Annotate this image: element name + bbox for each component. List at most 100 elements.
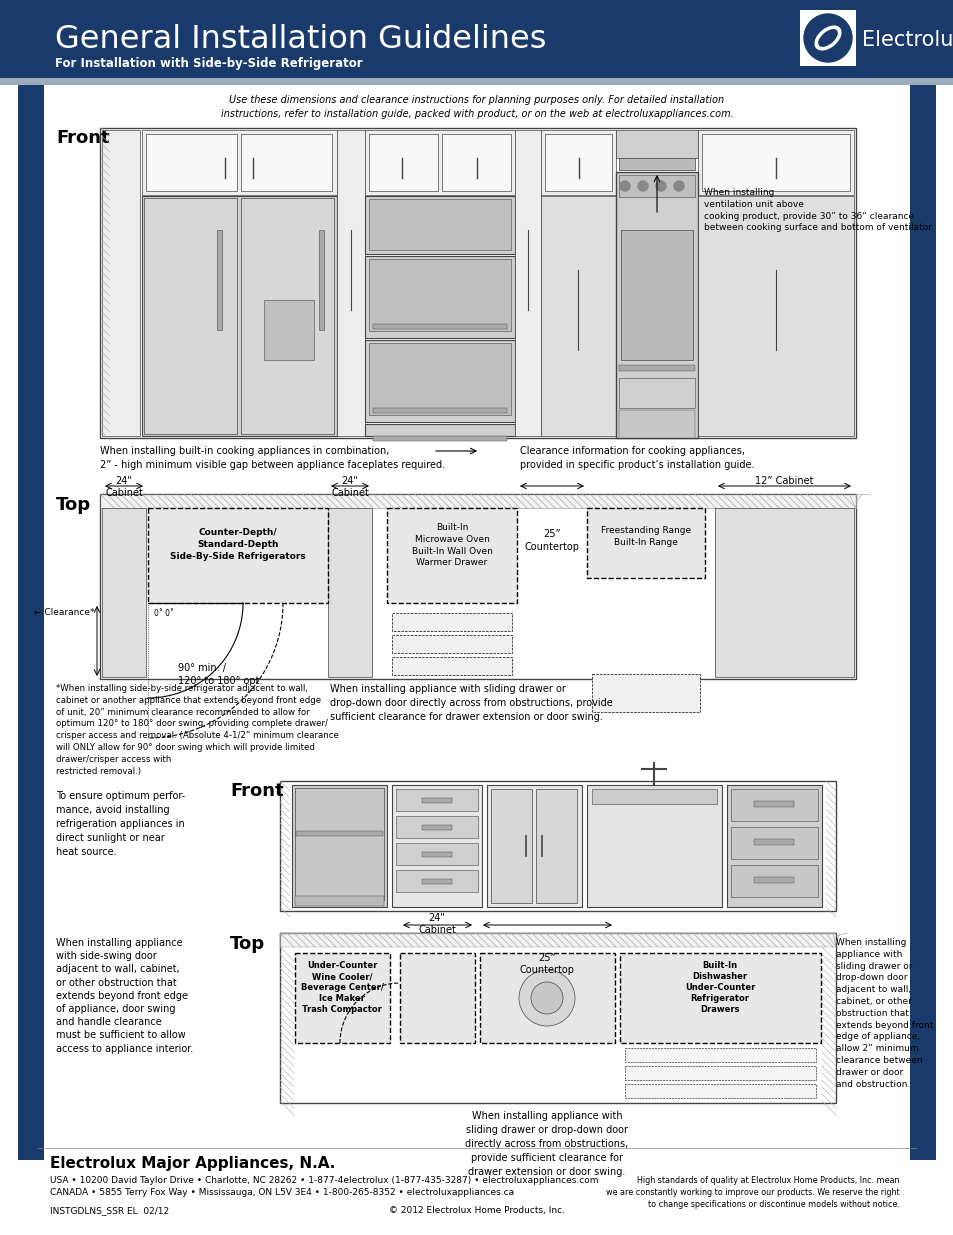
Bar [280,932,835,947]
Circle shape [656,182,665,191]
Bar [336,130,365,436]
Bar [421,852,452,857]
Text: High standards of quality at Electrolux Home Products, Inc. mean
we are constant: High standards of quality at Electrolux … [606,1176,899,1209]
Bar [618,158,695,170]
Bar [515,130,540,436]
Bar [753,877,793,883]
Text: When installing
appliance with
sliding drawer or
drop-down door
adjacent to wall: When installing appliance with sliding d… [835,939,932,1088]
Bar [619,953,821,1044]
Bar [365,340,515,422]
Bar [395,869,477,892]
Bar [392,613,512,631]
Bar [618,175,695,198]
Bar [399,953,475,1044]
Bar [328,508,372,677]
Bar [714,508,853,677]
Bar [395,789,477,811]
Bar [44,85,909,1160]
Bar [369,343,511,415]
Bar [592,674,700,713]
Bar [294,788,384,900]
Bar [100,494,855,679]
Bar [421,879,452,884]
Text: 24"
Cabinet: 24" Cabinet [331,475,369,499]
Bar [586,508,704,578]
Bar [318,230,324,330]
Bar [586,785,721,906]
Bar [365,130,515,195]
Text: © 2012 Electrolux Home Products, Inc.: © 2012 Electrolux Home Products, Inc. [389,1207,564,1215]
Bar [616,130,698,158]
Bar [142,196,336,436]
Text: Electrolux: Electrolux [862,30,953,49]
Bar [264,300,314,359]
Bar [698,196,853,436]
Bar [592,789,717,804]
Bar [373,324,506,329]
Text: 25”
Countertop: 25” Countertop [524,529,578,552]
Bar [392,785,481,906]
Bar [365,196,515,254]
Bar [618,378,695,408]
Bar [540,196,616,436]
Text: CANADA • 5855 Terry Fox Way • Mississauga, ON L5V 3E4 • 1-800-265-8352 • electro: CANADA • 5855 Terry Fox Way • Mississaug… [50,1188,514,1197]
Bar [0,0,953,78]
Bar [395,844,477,864]
Bar [146,135,236,191]
Circle shape [803,14,851,62]
Bar [618,410,695,438]
Text: Counter-Depth/
Standard-Depth
Side-By-Side Refrigerators: Counter-Depth/ Standard-Depth Side-By-Si… [170,529,306,561]
Text: Top: Top [230,935,265,953]
Text: When installing appliance
with side-swing door
adjacent to wall, cabinet,
or oth: When installing appliance with side-swin… [56,939,193,1053]
Circle shape [518,969,575,1026]
Bar [216,230,222,330]
Text: 0˚ 0˚: 0˚ 0˚ [153,609,173,618]
Text: When installing appliance with sliding drawer or
drop-down door directly across : When installing appliance with sliding d… [330,684,612,722]
Text: 12” Cabinet: 12” Cabinet [754,475,812,487]
Bar [421,825,452,830]
Bar [365,424,515,436]
Bar [148,508,328,603]
Ellipse shape [814,26,840,49]
Bar [441,135,511,191]
Bar [618,366,695,370]
Bar [387,508,517,603]
Bar [730,827,817,860]
Text: 24"
Cabinet: 24" Cabinet [417,913,456,935]
Bar [100,128,855,438]
Bar [100,494,855,508]
Bar [142,130,336,195]
Text: To ensure optimum perfor-
mance, avoid installing
refrigeration appliances in
di: To ensure optimum perfor- mance, avoid i… [56,790,185,857]
Bar [421,798,452,803]
Bar [369,135,437,191]
Bar [392,635,512,653]
Circle shape [531,982,562,1014]
Text: ← Clearance*: ← Clearance* [34,608,95,618]
Bar [620,230,692,359]
Text: USA • 10200 David Taylor Drive • Charlotte, NC 28262 • 1-877-4electrolux (1-877-: USA • 10200 David Taylor Drive • Charlot… [50,1176,598,1186]
Bar [241,135,332,191]
Text: *When installing side-by-side refrigerator adjacent to wall,
cabinet or another : *When installing side-by-side refrigerat… [56,684,338,776]
Bar [800,10,855,65]
Text: Front: Front [230,782,283,800]
Bar [624,1066,815,1079]
Bar [102,130,140,436]
Bar [624,1049,815,1062]
Text: When installing
ventilation unit above
cooking product, provide 30” to 36” clear: When installing ventilation unit above c… [703,188,933,232]
Text: For Installation with Side-by-Side Refrigerator: For Installation with Side-by-Side Refri… [55,57,362,70]
Bar [365,256,515,338]
Text: 90° min. /
120° to 180° opt.: 90° min. / 120° to 180° opt. [178,663,262,687]
Bar [753,839,793,845]
Bar [241,198,334,433]
Text: General Installation Guidelines: General Installation Guidelines [55,23,546,56]
Text: Top: Top [56,496,91,514]
Bar [18,85,44,1160]
Bar [486,785,581,906]
Bar [701,135,849,191]
Bar [730,789,817,821]
Bar [616,172,698,438]
Bar [491,789,532,903]
Text: 24"
Cabinet: 24" Cabinet [105,475,143,499]
Bar [369,199,511,249]
Bar [395,816,477,839]
